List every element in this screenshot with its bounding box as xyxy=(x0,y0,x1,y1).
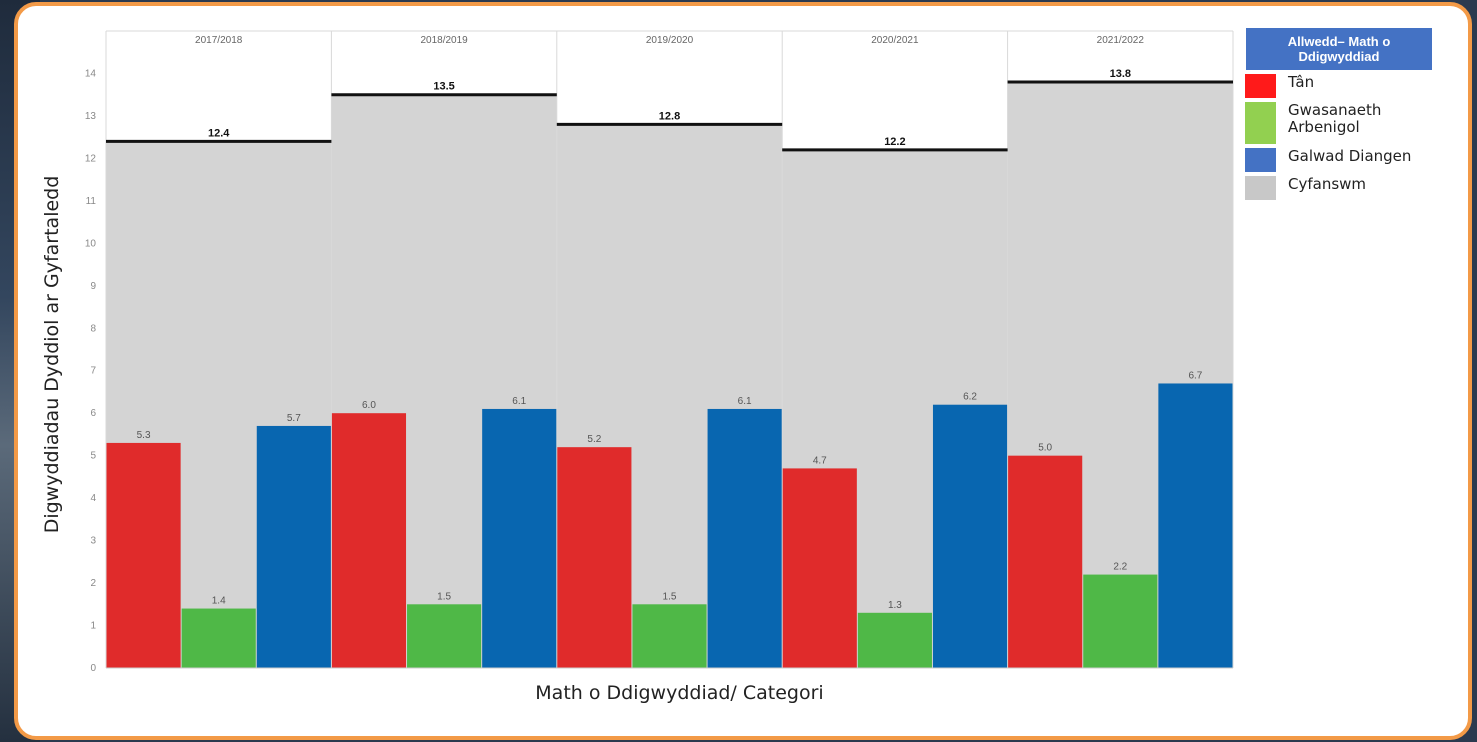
legend-item-cyfanswm: Cyfanswm xyxy=(1245,176,1445,200)
x-axis-title: Math o Ddigwyddiad/ Categori xyxy=(535,682,823,704)
bar xyxy=(331,413,407,668)
total-label: 13.8 xyxy=(1110,68,1131,80)
legend-item-gwasanaeth-arbenigol: Gwasanaeth Arbenigol xyxy=(1245,102,1445,144)
bar-value-label: 1.5 xyxy=(663,591,677,602)
bar-value-label: 6.2 xyxy=(963,392,977,403)
category-label: 2018/2019 xyxy=(420,35,468,46)
bar-value-label: 5.2 xyxy=(587,434,601,445)
category-label: 2020/2021 xyxy=(871,35,919,46)
y-tick-label: 14 xyxy=(85,68,97,79)
chart-frame: 2017/2018 2018/2019 2019/2020 2020/2021 2021… xyxy=(14,2,1472,740)
y-tick-label: 5 xyxy=(90,451,96,462)
bar xyxy=(482,408,557,668)
category-label: 2017/2018 xyxy=(195,35,243,46)
bar xyxy=(857,612,932,668)
y-tick-label: 12 xyxy=(85,153,97,164)
bar-value-label: 6.0 xyxy=(362,400,376,411)
y-tick-label: 1 xyxy=(90,621,96,632)
total-label: 12.4 xyxy=(208,127,230,139)
bar-value-label: 1.4 xyxy=(212,596,226,607)
bar-value-label: 1.3 xyxy=(888,600,902,611)
bar-value-label: 6.1 xyxy=(738,396,752,407)
y-tick-label: 7 xyxy=(90,366,96,377)
bar xyxy=(632,604,707,668)
bar xyxy=(256,425,331,668)
legend-swatch-cyfanswm xyxy=(1245,176,1276,200)
bar-value-label: 5.7 xyxy=(287,413,301,424)
category-label: 2021/2022 xyxy=(1097,35,1145,46)
y-tick-label: 3 xyxy=(90,536,96,547)
y-tick-label: 2 xyxy=(90,578,96,589)
y-tick-label: 9 xyxy=(90,281,96,292)
bar-value-label: 1.5 xyxy=(437,591,451,602)
bar-value-label: 2.2 xyxy=(1113,562,1127,573)
total-label: 13.5 xyxy=(433,81,454,93)
y-tick-label: 13 xyxy=(85,111,97,122)
legend-label-gwasanaeth-arbenigol: Gwasanaeth Arbenigol xyxy=(1288,101,1382,136)
bar xyxy=(1083,574,1158,668)
bar xyxy=(707,408,782,668)
legend-label-tan: Tân xyxy=(1288,73,1315,91)
legend-swatch-galwad-diangen xyxy=(1245,148,1276,172)
bar xyxy=(1158,383,1233,668)
y-axis-title: Digwyddiadau Dyddiol ar Gyfartaledd xyxy=(41,176,63,534)
legend-swatch-tan xyxy=(1245,74,1276,98)
y-tick-label: 8 xyxy=(90,323,96,334)
legend-label-galwad-diangen: Galwad Diangen xyxy=(1288,147,1412,165)
y-tick-label: 4 xyxy=(90,493,96,504)
bar xyxy=(557,447,632,668)
legend-title: Allwedd– Math o Ddigwyddiad xyxy=(1246,28,1432,70)
legend-swatch-gwasanaeth-arbenigol xyxy=(1245,102,1276,144)
total-label: 12.2 xyxy=(884,136,905,148)
bar xyxy=(1008,455,1083,668)
legend-label-cyfanswm: Cyfanswm xyxy=(1288,175,1367,193)
bar-value-label: 5.3 xyxy=(137,430,151,441)
legend-item-tan: Tân xyxy=(1245,74,1445,98)
category-label: 2019/2020 xyxy=(646,35,694,46)
bar-value-label: 6.7 xyxy=(1188,370,1202,381)
bar xyxy=(407,604,482,668)
bar-value-label: 6.1 xyxy=(512,396,526,407)
legend: Allwedd– Math o Ddigwyddiad Tân Gwasanae… xyxy=(1245,28,1445,200)
bar xyxy=(782,468,857,668)
total-label: 12.8 xyxy=(659,110,680,122)
bar xyxy=(181,608,256,668)
bar-value-label: 5.0 xyxy=(1038,443,1052,454)
legend-item-galwad-diangen: Galwad Diangen xyxy=(1245,148,1445,172)
y-tick-label: 11 xyxy=(86,196,97,207)
bar-value-label: 4.7 xyxy=(813,455,827,466)
bar xyxy=(106,442,181,668)
bar xyxy=(932,404,1008,668)
y-tick-label: 10 xyxy=(85,238,97,249)
bar-chart: 2017/2018 2018/2019 2019/2020 2020/2021 2021… xyxy=(41,30,1234,704)
y-tick-label: 6 xyxy=(90,408,96,419)
y-tick-label: 0 xyxy=(90,663,96,674)
